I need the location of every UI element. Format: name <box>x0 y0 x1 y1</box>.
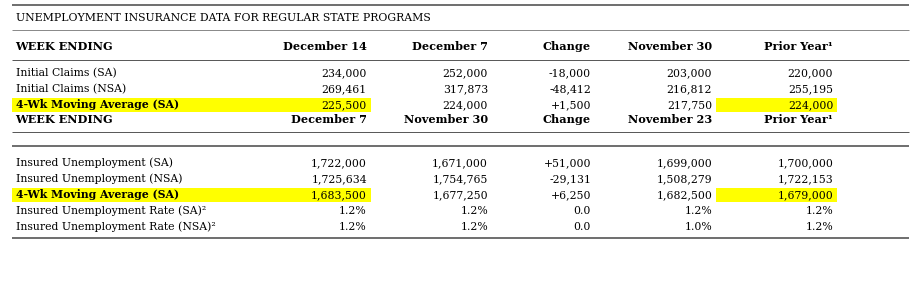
Text: -29,131: -29,131 <box>549 174 591 184</box>
Text: 1.2%: 1.2% <box>805 206 834 216</box>
Text: Insured Unemployment Rate (NSA)²: Insured Unemployment Rate (NSA)² <box>16 222 215 232</box>
Bar <box>250 98 371 112</box>
Text: 1,725,634: 1,725,634 <box>311 174 367 184</box>
Text: December 7: December 7 <box>412 41 488 52</box>
Text: 1,683,500: 1,683,500 <box>311 190 367 200</box>
Text: -18,000: -18,000 <box>549 68 591 78</box>
Text: Insured Unemployment (NSA): Insured Unemployment (NSA) <box>16 174 182 184</box>
Text: 317,873: 317,873 <box>443 84 488 94</box>
Text: +1,500: +1,500 <box>551 100 591 110</box>
Text: Initial Claims (SA): Initial Claims (SA) <box>16 68 116 78</box>
Text: 1,754,765: 1,754,765 <box>433 174 488 184</box>
Text: December 14: December 14 <box>283 41 367 52</box>
Text: 216,812: 216,812 <box>667 84 712 94</box>
Text: 1,722,153: 1,722,153 <box>778 174 834 184</box>
Text: Change: Change <box>543 41 591 52</box>
Text: Prior Year¹: Prior Year¹ <box>764 115 834 126</box>
Text: UNEMPLOYMENT INSURANCE DATA FOR REGULAR STATE PROGRAMS: UNEMPLOYMENT INSURANCE DATA FOR REGULAR … <box>16 13 430 23</box>
Bar <box>716 188 837 202</box>
Text: 4-Wk Moving Average (SA): 4-Wk Moving Average (SA) <box>16 189 178 200</box>
Text: 1,682,500: 1,682,500 <box>656 190 712 200</box>
Text: -48,412: -48,412 <box>549 84 591 94</box>
Text: December 7: December 7 <box>291 115 367 126</box>
Text: 1,722,000: 1,722,000 <box>311 158 367 168</box>
Text: 1,679,000: 1,679,000 <box>778 190 834 200</box>
Text: 4-Wk Moving Average (SA): 4-Wk Moving Average (SA) <box>16 99 178 111</box>
Text: 1,699,000: 1,699,000 <box>656 158 712 168</box>
Text: 0.0: 0.0 <box>574 206 591 216</box>
Text: +51,000: +51,000 <box>544 158 591 168</box>
Text: +6,250: +6,250 <box>551 190 591 200</box>
Text: Insured Unemployment Rate (SA)²: Insured Unemployment Rate (SA)² <box>16 206 206 216</box>
Bar <box>716 98 837 112</box>
Text: 269,461: 269,461 <box>322 84 367 94</box>
Text: 203,000: 203,000 <box>667 68 712 78</box>
Text: 1.2%: 1.2% <box>684 206 712 216</box>
Text: 225,500: 225,500 <box>322 100 367 110</box>
Bar <box>250 188 371 202</box>
Text: 220,000: 220,000 <box>788 68 834 78</box>
Text: 1.0%: 1.0% <box>684 222 712 232</box>
Text: November 23: November 23 <box>628 115 712 126</box>
Text: Insured Unemployment (SA): Insured Unemployment (SA) <box>16 158 173 168</box>
Text: 1.2%: 1.2% <box>805 222 834 232</box>
Text: November 30: November 30 <box>404 115 488 126</box>
Text: 1.2%: 1.2% <box>339 206 367 216</box>
Text: 234,000: 234,000 <box>321 68 367 78</box>
Bar <box>12 188 250 202</box>
Text: 1,677,250: 1,677,250 <box>433 190 488 200</box>
Text: Initial Claims (NSA): Initial Claims (NSA) <box>16 84 125 94</box>
Text: 1.2%: 1.2% <box>460 206 488 216</box>
Text: 0.0: 0.0 <box>574 222 591 232</box>
Text: 1.2%: 1.2% <box>339 222 367 232</box>
Text: Prior Year¹: Prior Year¹ <box>764 41 834 52</box>
Text: WEEK ENDING: WEEK ENDING <box>16 115 113 126</box>
Text: 1,700,000: 1,700,000 <box>778 158 834 168</box>
Text: 255,195: 255,195 <box>788 84 834 94</box>
Text: 252,000: 252,000 <box>443 68 488 78</box>
Text: 1.2%: 1.2% <box>460 222 488 232</box>
Text: 224,000: 224,000 <box>788 100 834 110</box>
Text: 1,671,000: 1,671,000 <box>432 158 488 168</box>
Bar <box>12 98 250 112</box>
Text: WEEK ENDING: WEEK ENDING <box>16 41 113 52</box>
Text: 217,750: 217,750 <box>667 100 712 110</box>
Text: Change: Change <box>543 115 591 126</box>
Text: 224,000: 224,000 <box>443 100 488 110</box>
Text: 1,508,279: 1,508,279 <box>657 174 712 184</box>
Text: November 30: November 30 <box>628 41 712 52</box>
